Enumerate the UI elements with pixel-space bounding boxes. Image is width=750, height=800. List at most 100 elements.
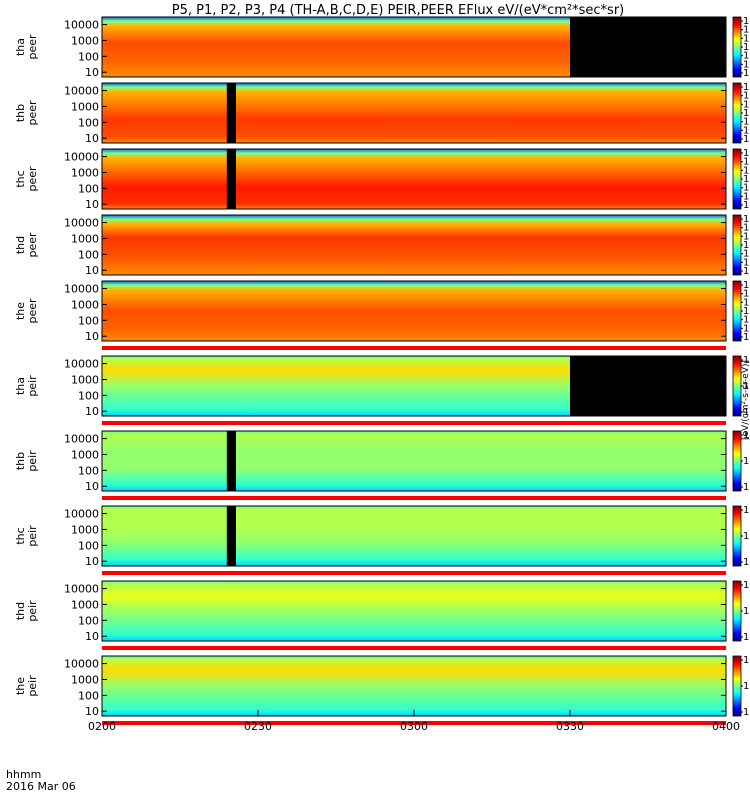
y-tick-label: 10000: [64, 358, 99, 371]
x-axis: 0200 0230 0300 0330 0400: [88, 710, 740, 733]
y-tick-label: 10000: [64, 85, 99, 98]
spectrogram-image: [102, 215, 726, 275]
panel-label: thdpeer: [14, 232, 39, 258]
colorbar: 10²10³10⁴10⁵10⁶10⁷10⁸: [732, 16, 750, 79]
flux-field: [102, 506, 726, 566]
colorbar-tick-label: 10²: [743, 557, 750, 568]
y-tick-label: 1000: [71, 448, 99, 461]
panel-thc-peir: 10 100 1000 10000 thcpeir 10² 10⁴ 10⁶: [14, 505, 750, 575]
colorbar: 10² 10⁴ 10⁶: [732, 505, 750, 568]
colorbar-tick-label: 10⁶: [743, 355, 750, 366]
panel-label: thapeir: [14, 375, 39, 397]
y-tick-label: 10: [85, 198, 99, 211]
panel-frame: [101, 82, 727, 144]
y-tick-label: 100: [78, 314, 99, 327]
colorbar-tick-label: 10³: [743, 191, 750, 202]
quality-flag-bar: [102, 420, 726, 425]
colorbar-tick-label: 10⁶: [743, 430, 750, 441]
colorbar-tick-label: 10⁷: [743, 25, 750, 36]
panel-the-peir: 10 100 1000 10000 thepeir 10² 10⁴ 10⁶: [14, 655, 750, 725]
y-tick-label: 100: [78, 50, 99, 63]
y-tick-label: 10000: [64, 658, 99, 671]
y-tick-label: 100: [78, 689, 99, 702]
y-tick-label: 1000: [71, 100, 99, 113]
panel-frame: [101, 214, 727, 276]
colorbar-tick-label: 10⁴: [743, 315, 750, 326]
y-tick-label: 10000: [64, 217, 99, 230]
x-tick-label: 0200: [88, 720, 116, 733]
panel-the-peer: 10 100 1000 10000 thepeer 10²10³10⁴10⁵10⁶10⁷1…: [14, 280, 750, 350]
y-tick-label: 100: [78, 539, 99, 552]
y-tick-label: 100: [78, 116, 99, 129]
colorbar-tick-label: 10⁵: [743, 108, 750, 119]
colorbar-tick-label: 10³: [743, 59, 750, 70]
y-tick-label: 10: [85, 630, 99, 643]
colorbar-tick-label: 10²: [743, 200, 750, 211]
colorbar-tick-label: 10⁵: [743, 240, 750, 251]
panel-frame: [101, 505, 727, 567]
panel-frame: [101, 580, 727, 642]
panel-thc-peer: 10 100 1000 10000 thcpeer 10²10³10⁴10⁵10⁶10⁷1…: [14, 148, 750, 211]
y-tick-label: 10000: [64, 433, 99, 446]
date-label: 2016 Mar 06: [6, 780, 76, 793]
panel-tha-peir: 10 100 1000 10000 thapeir 10² 10⁴ 10⁶: [14, 355, 750, 425]
colorbar-unit-label: [eV/(cm²-s-sr-eV)]: [741, 360, 750, 440]
panel-frame: [101, 355, 727, 417]
colorbar: 10² 10⁴ 10⁶: [732, 355, 750, 418]
colorbar-tick-label: 10⁸: [743, 148, 750, 159]
y-tick-label: 1000: [71, 298, 99, 311]
x-axis-label: hhmm: [6, 768, 41, 781]
quality-flag-bar: [102, 720, 726, 725]
data-gap: [226, 83, 236, 143]
spectrogram-image: [102, 506, 726, 566]
panel-frame: [101, 430, 727, 492]
quality-flag-bar: [102, 645, 726, 650]
colorbar-tick-label: 10⁷: [743, 223, 750, 234]
spectrogram-image: [102, 149, 726, 209]
y-tick-label: 10: [85, 132, 99, 145]
y-tick-label: 10: [85, 480, 99, 493]
flux-field: [102, 215, 726, 275]
y-tick-label: 1000: [71, 232, 99, 245]
y-tick-label: 10000: [64, 508, 99, 521]
flux-field: [102, 656, 726, 716]
colorbar: 10² 10⁴ 10⁶: [732, 580, 750, 643]
colorbar-tick-label: 10⁴: [743, 117, 750, 128]
colorbar-tick-label: 10²: [743, 68, 750, 79]
no-data-region: [570, 356, 726, 416]
colorbar-tick-label: 10⁷: [743, 157, 750, 168]
colorbar: 10²10³10⁴10⁵10⁶10⁷10⁸: [732, 82, 750, 145]
colorbar-tick-label: 10²: [743, 632, 750, 643]
panel-label: thepeir: [14, 675, 39, 697]
panel-label: thbpeir: [14, 450, 39, 472]
flux-field: [102, 356, 570, 416]
y-tick-label: 10000: [64, 19, 99, 32]
y-tick-label: 1000: [71, 523, 99, 536]
y-tick-label: 10: [85, 66, 99, 79]
y-tick-label: 10: [85, 555, 99, 568]
flux-field: [102, 17, 570, 77]
colorbar: 10²10³10⁴10⁵10⁶10⁷10⁸: [732, 280, 750, 343]
y-tick-label: 10000: [64, 583, 99, 596]
colorbar-tick-label: 10⁶: [743, 231, 750, 242]
colorbar-tick-label: 10³: [743, 257, 750, 268]
colorbar-tick-label: 10²: [743, 134, 750, 145]
spectrogram-image: [102, 281, 726, 341]
colorbar-tick-label: 10⁴: [743, 681, 750, 692]
panel-frame: [101, 280, 727, 342]
y-tick-label: 10000: [64, 283, 99, 296]
y-tick-label: 1000: [71, 34, 99, 47]
y-tick-label: 10: [85, 405, 99, 418]
panel-thb-peer: 10 100 1000 10000 thbpeer 10²10³10⁴10⁵10⁶10⁷1…: [14, 82, 750, 145]
flux-field: [102, 149, 726, 209]
y-tick-label: 10: [85, 264, 99, 277]
no-data-region: [570, 17, 726, 77]
colorbar-tick-label: 10⁸: [743, 82, 750, 93]
x-tick-label: 0400: [712, 720, 740, 733]
colorbar-tick-label: 10⁸: [743, 280, 750, 291]
x-tick-label: 0330: [556, 720, 584, 733]
flux-field: [102, 281, 726, 341]
quality-flag-bar: [102, 345, 726, 350]
quality-flag-bar: [102, 495, 726, 500]
